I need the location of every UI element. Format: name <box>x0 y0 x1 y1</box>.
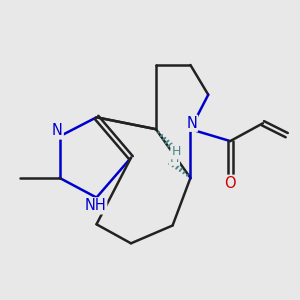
Text: H: H <box>170 152 179 165</box>
Text: H: H <box>172 145 181 158</box>
Text: NH: NH <box>84 198 106 213</box>
Text: N: N <box>186 116 197 131</box>
Text: N: N <box>52 124 63 139</box>
Text: O: O <box>224 176 236 191</box>
